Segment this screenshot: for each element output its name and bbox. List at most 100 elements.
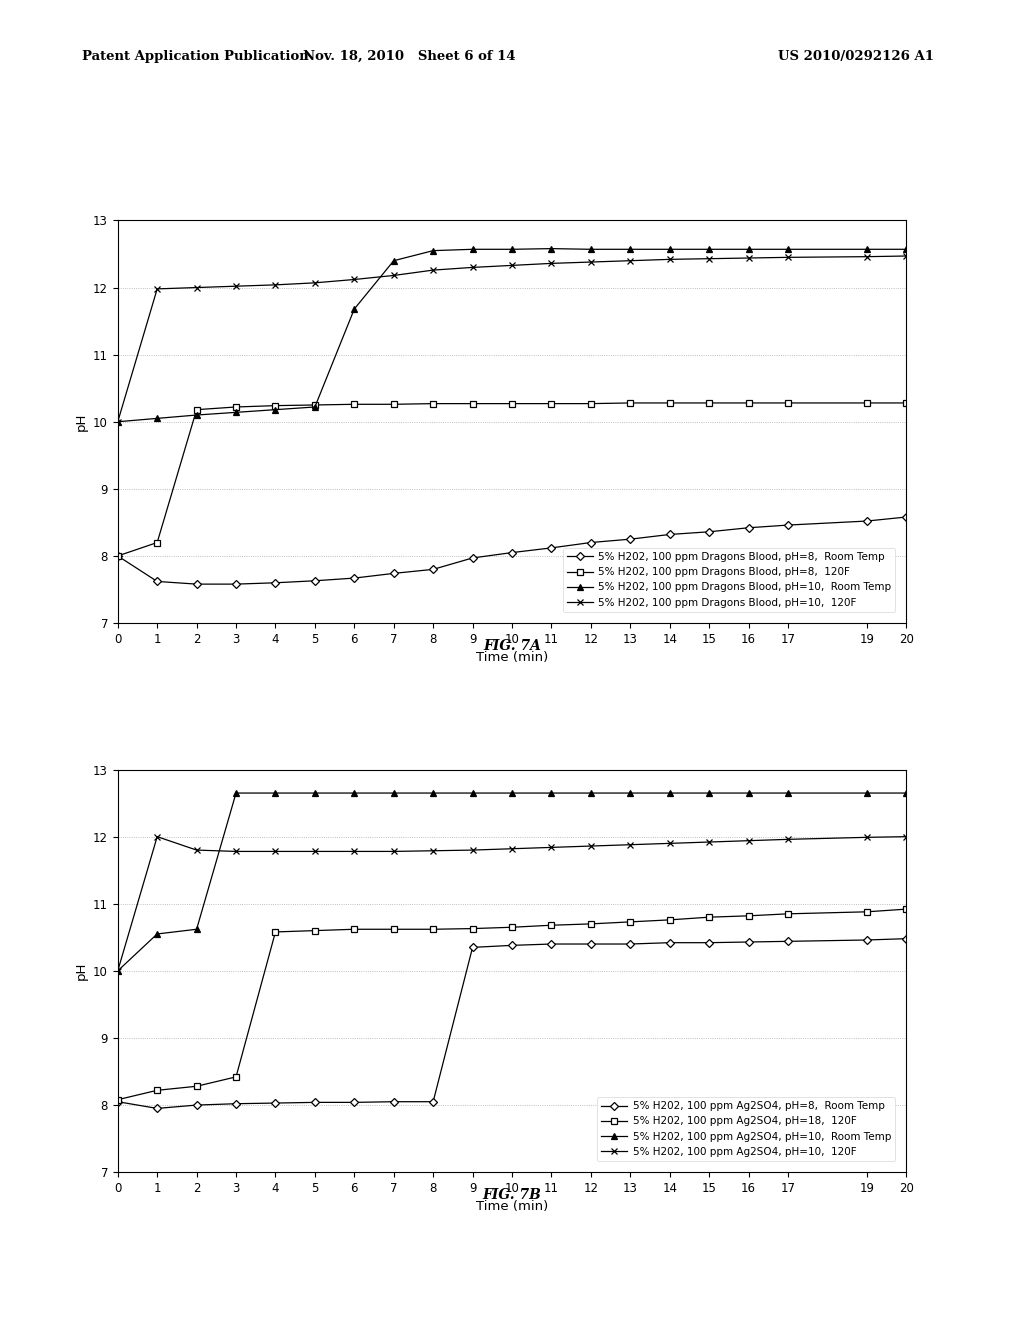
5% H202, 100 ppm Dragons Blood, pH=8,  Room Temp [625, 531, 637, 546]
5% H202, 100 ppm Dragons Blood, pH=10,  120F [782, 249, 795, 265]
5% H202, 100 ppm Dragons Blood, pH=8,  120F [782, 395, 795, 411]
5% H202, 100 ppm Ag2SO4, pH=10,  Room Temp [467, 785, 479, 801]
5% H202, 100 ppm Ag2SO4, pH=8,  Room Temp [190, 1097, 203, 1113]
5% H202, 100 ppm Dragons Blood, pH=8,  120F [190, 401, 203, 417]
5% H202, 100 ppm Dragons Blood, pH=10,  Room Temp [664, 242, 676, 257]
5% H202, 100 ppm Dragons Blood, pH=8,  120F [861, 395, 873, 411]
5% H202, 100 ppm Dragons Blood, pH=8,  Room Temp [742, 520, 755, 536]
5% H202, 100 ppm Ag2SO4, pH=10,  Room Temp [861, 785, 873, 801]
5% H202, 100 ppm Dragons Blood, pH=8,  Room Temp [546, 540, 558, 556]
5% H202, 100 ppm Dragons Blood, pH=10,  120F [309, 275, 322, 290]
5% H202, 100 ppm Dragons Blood, pH=10,  Room Temp [388, 253, 400, 269]
5% H202, 100 ppm Dragons Blood, pH=8,  120F [703, 395, 716, 411]
5% H202, 100 ppm Ag2SO4, pH=18,  120F [269, 924, 282, 940]
5% H202, 100 ppm Dragons Blood, pH=8,  Room Temp [900, 510, 912, 525]
5% H202, 100 ppm Dragons Blood, pH=8,  Room Temp [664, 527, 676, 543]
5% H202, 100 ppm Ag2SO4, pH=10,  Room Temp [190, 921, 203, 937]
5% H202, 100 ppm Dragons Blood, pH=10,  120F [506, 257, 518, 273]
5% H202, 100 ppm Dragons Blood, pH=8,  120F [742, 395, 755, 411]
5% H202, 100 ppm Ag2SO4, pH=10,  Room Temp [388, 785, 400, 801]
5% H202, 100 ppm Dragons Blood, pH=8,  120F [230, 399, 243, 414]
5% H202, 100 ppm Ag2SO4, pH=10,  Room Temp [742, 785, 755, 801]
5% H202, 100 ppm Ag2SO4, pH=18,  120F [112, 1092, 124, 1107]
5% H202, 100 ppm Ag2SO4, pH=8,  Room Temp [664, 935, 676, 950]
5% H202, 100 ppm Ag2SO4, pH=10,  120F [388, 843, 400, 859]
5% H202, 100 ppm Dragons Blood, pH=8,  Room Temp [230, 577, 243, 593]
5% H202, 100 ppm Ag2SO4, pH=18,  120F [900, 902, 912, 917]
5% H202, 100 ppm Ag2SO4, pH=10,  Room Temp [427, 785, 439, 801]
5% H202, 100 ppm Dragons Blood, pH=10,  Room Temp [585, 242, 597, 257]
5% H202, 100 ppm Ag2SO4, pH=10,  120F [782, 832, 795, 847]
5% H202, 100 ppm Dragons Blood, pH=10,  Room Temp [506, 242, 518, 257]
5% H202, 100 ppm Dragons Blood, pH=10,  Room Temp [348, 301, 360, 317]
5% H202, 100 ppm Dragons Blood, pH=8,  120F [467, 396, 479, 412]
Text: Patent Application Publication: Patent Application Publication [82, 50, 308, 63]
5% H202, 100 ppm Ag2SO4, pH=8,  Room Temp [309, 1094, 322, 1110]
5% H202, 100 ppm Dragons Blood, pH=10,  Room Temp [190, 407, 203, 422]
5% H202, 100 ppm Ag2SO4, pH=10,  120F [742, 833, 755, 849]
5% H202, 100 ppm Dragons Blood, pH=10,  120F [664, 251, 676, 267]
5% H202, 100 ppm Dragons Blood, pH=8,  120F [269, 397, 282, 413]
Text: FIG. 7B: FIG. 7B [482, 1188, 542, 1203]
5% H202, 100 ppm Dragons Blood, pH=10,  Room Temp [230, 404, 243, 420]
5% H202, 100 ppm Dragons Blood, pH=10,  Room Temp [546, 240, 558, 256]
5% H202, 100 ppm Dragons Blood, pH=8,  120F [348, 396, 360, 412]
5% H202, 100 ppm Ag2SO4, pH=18,  120F [152, 1082, 164, 1098]
5% H202, 100 ppm Ag2SO4, pH=18,  120F [625, 913, 637, 929]
5% H202, 100 ppm Ag2SO4, pH=8,  Room Temp [703, 935, 716, 950]
5% H202, 100 ppm Ag2SO4, pH=8,  Room Temp [388, 1094, 400, 1110]
5% H202, 100 ppm Ag2SO4, pH=10,  120F [427, 843, 439, 859]
5% H202, 100 ppm Ag2SO4, pH=8,  Room Temp [900, 931, 912, 946]
5% H202, 100 ppm Ag2SO4, pH=10,  Room Temp [269, 785, 282, 801]
5% H202, 100 ppm Ag2SO4, pH=10,  120F [348, 843, 360, 859]
5% H202, 100 ppm Dragons Blood, pH=8,  Room Temp [467, 550, 479, 566]
5% H202, 100 ppm Ag2SO4, pH=18,  120F [703, 909, 716, 925]
5% H202, 100 ppm Ag2SO4, pH=18,  120F [506, 919, 518, 935]
5% H202, 100 ppm Dragons Blood, pH=10,  Room Temp [782, 242, 795, 257]
5% H202, 100 ppm Ag2SO4, pH=8,  Room Temp [782, 933, 795, 949]
5% H202, 100 ppm Ag2SO4, pH=10,  120F [152, 829, 164, 845]
5% H202, 100 ppm Ag2SO4, pH=10,  Room Temp [506, 785, 518, 801]
5% H202, 100 ppm Dragons Blood, pH=10,  Room Temp [742, 242, 755, 257]
5% H202, 100 ppm Dragons Blood, pH=10,  120F [585, 255, 597, 271]
5% H202, 100 ppm Ag2SO4, pH=10,  120F [546, 840, 558, 855]
5% H202, 100 ppm Ag2SO4, pH=10,  120F [467, 842, 479, 858]
5% H202, 100 ppm Ag2SO4, pH=18,  120F [585, 916, 597, 932]
Y-axis label: pH: pH [75, 962, 87, 979]
5% H202, 100 ppm Dragons Blood, pH=10,  Room Temp [900, 242, 912, 257]
5% H202, 100 ppm Ag2SO4, pH=18,  120F [742, 908, 755, 924]
5% H202, 100 ppm Ag2SO4, pH=18,  120F [309, 923, 322, 939]
5% H202, 100 ppm Ag2SO4, pH=18,  120F [546, 917, 558, 933]
5% H202, 100 ppm Ag2SO4, pH=10,  Room Temp [782, 785, 795, 801]
5% H202, 100 ppm Ag2SO4, pH=8,  Room Temp [427, 1094, 439, 1110]
5% H202, 100 ppm Dragons Blood, pH=8,  120F [625, 395, 637, 411]
5% H202, 100 ppm Dragons Blood, pH=10,  120F [703, 251, 716, 267]
5% H202, 100 ppm Ag2SO4, pH=10,  Room Temp [112, 964, 124, 979]
5% H202, 100 ppm Ag2SO4, pH=10,  120F [230, 843, 243, 859]
Text: FIG. 7A: FIG. 7A [483, 639, 541, 653]
5% H202, 100 ppm Ag2SO4, pH=18,  120F [190, 1078, 203, 1094]
Text: US 2010/0292126 A1: US 2010/0292126 A1 [778, 50, 934, 63]
Line: 5% H202, 100 ppm Ag2SO4, pH=8,  Room Temp: 5% H202, 100 ppm Ag2SO4, pH=8, Room Temp [115, 936, 909, 1111]
5% H202, 100 ppm Ag2SO4, pH=10,  Room Temp [625, 785, 637, 801]
5% H202, 100 ppm Dragons Blood, pH=10,  120F [427, 263, 439, 279]
5% H202, 100 ppm Ag2SO4, pH=8,  Room Temp [467, 940, 479, 956]
5% H202, 100 ppm Dragons Blood, pH=10,  120F [112, 414, 124, 430]
5% H202, 100 ppm Dragons Blood, pH=8,  120F [546, 396, 558, 412]
5% H202, 100 ppm Dragons Blood, pH=10,  120F [152, 281, 164, 297]
5% H202, 100 ppm Ag2SO4, pH=8,  Room Temp [230, 1096, 243, 1111]
5% H202, 100 ppm Ag2SO4, pH=10,  120F [861, 829, 873, 845]
5% H202, 100 ppm Dragons Blood, pH=8,  Room Temp [861, 513, 873, 529]
5% H202, 100 ppm Ag2SO4, pH=8,  Room Temp [861, 932, 873, 948]
5% H202, 100 ppm Ag2SO4, pH=10,  120F [585, 838, 597, 854]
5% H202, 100 ppm Dragons Blood, pH=8,  Room Temp [506, 545, 518, 561]
5% H202, 100 ppm Dragons Blood, pH=8,  Room Temp [309, 573, 322, 589]
5% H202, 100 ppm Dragons Blood, pH=10,  120F [900, 248, 912, 264]
5% H202, 100 ppm Dragons Blood, pH=10,  Room Temp [269, 401, 282, 417]
5% H202, 100 ppm Dragons Blood, pH=10,  120F [546, 256, 558, 272]
5% H202, 100 ppm Ag2SO4, pH=8,  Room Temp [348, 1094, 360, 1110]
5% H202, 100 ppm Dragons Blood, pH=8,  Room Temp [112, 548, 124, 564]
5% H202, 100 ppm Ag2SO4, pH=18,  120F [782, 906, 795, 921]
X-axis label: Time (min): Time (min) [476, 1200, 548, 1213]
Legend: 5% H202, 100 ppm Ag2SO4, pH=8,  Room Temp, 5% H202, 100 ppm Ag2SO4, pH=18,  120F: 5% H202, 100 ppm Ag2SO4, pH=8, Room Temp… [597, 1097, 895, 1162]
